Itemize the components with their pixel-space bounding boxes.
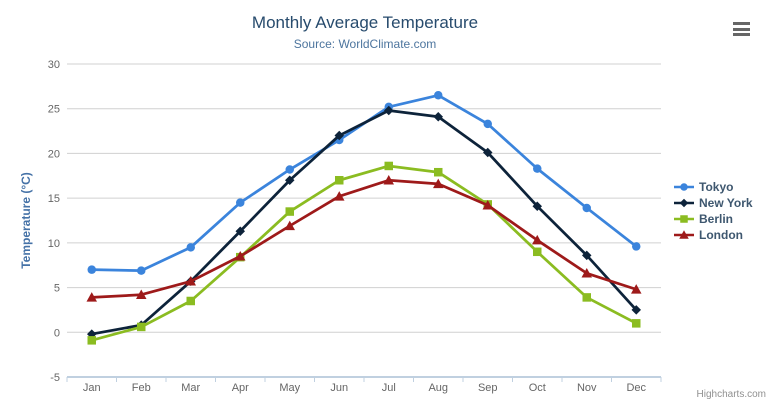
legend-label: New York [699,196,753,210]
menu-bar-icon [733,27,750,31]
menu-bar-icon [733,22,750,25]
legend-label: Berlin [699,212,734,226]
point-berlin-dec[interactable] [632,319,641,328]
legend-item-new-york[interactable]: New York [674,195,753,211]
y-tick-label: 20 [48,148,60,160]
legend-circle-glyph [680,183,688,191]
point-berlin-jul[interactable] [384,161,394,171]
legend-item-tokyo[interactable]: Tokyo [674,179,753,195]
line-london [91,178,637,299]
point-berlin-feb[interactable] [137,322,146,332]
point-new-york-aug[interactable] [433,112,444,122]
y-tick-label: -5 [50,372,60,384]
legend-item-london[interactable]: London [674,227,753,243]
x-tick-label: Jul [382,382,396,394]
point-tokyo-aug[interactable] [434,91,443,100]
x-tick-label: Dec [626,382,646,394]
legend-square-glyph [680,215,688,223]
series-tokyo[interactable] [87,91,641,275]
point-london-sep[interactable] [482,200,494,210]
point-tokyo-jan[interactable] [87,265,97,274]
point-new-york-sep[interactable] [483,147,493,158]
point-new-york-jul[interactable] [384,105,394,116]
point-new-york-nov[interactable] [582,250,592,261]
legend: Tokyo New York Berlin London [674,179,753,243]
point-berlin-aug[interactable] [434,167,443,177]
point-london-apr[interactable] [235,251,246,261]
point-london-jan[interactable] [86,292,98,302]
chart-subtitle: Source: WorldClimate.com [293,37,437,51]
point-tokyo-oct[interactable] [533,164,542,173]
point-tokyo-feb[interactable] [137,266,146,275]
x-tick-label: Feb [132,382,151,394]
x-tick-label: Jan [83,382,101,394]
point-london-aug[interactable] [433,178,444,189]
legend-circle-icon [674,183,694,191]
point-tokyo-apr[interactable] [236,198,245,207]
legend-triangle-icon [674,230,694,239]
y-tick-label: 30 [48,59,60,71]
point-london-nov[interactable] [581,268,593,278]
x-tick-label: May [279,382,300,394]
x-tick-label: Apr [232,382,249,394]
y-axis-title: Temperature (°C) [19,172,33,269]
legend-square-icon [674,215,694,223]
y-tick-label: 10 [48,238,60,250]
point-tokyo-nov[interactable] [582,203,592,213]
legend-label: London [699,228,743,242]
point-london-dec[interactable] [631,284,642,294]
legend-diamond-glyph [679,198,689,208]
point-london-feb[interactable] [136,289,147,299]
point-new-york-dec[interactable] [631,305,642,315]
point-berlin-jun[interactable] [335,176,344,185]
y-tick-label: 15 [48,193,60,205]
menu-bar-icon [733,33,750,36]
line-new-york [91,109,638,336]
line-berlin [91,164,637,342]
point-new-york-oct[interactable] [532,201,543,211]
point-tokyo-sep[interactable] [483,119,493,129]
x-tick-label: Nov [577,382,597,394]
legend-item-berlin[interactable]: Berlin [674,211,753,227]
point-berlin-jan[interactable] [87,336,97,345]
legend-triangle-glyph [679,230,689,239]
point-berlin-may[interactable] [285,207,295,216]
x-tick-label: Sep [478,382,498,394]
x-tick-label: Jun [330,382,348,394]
x-tick-label: Oct [529,382,546,394]
point-tokyo-may[interactable] [285,165,295,174]
point-new-york-jun[interactable] [334,130,345,141]
x-tick-label: Aug [428,382,448,394]
point-new-york-apr[interactable] [235,226,246,236]
point-london-jun[interactable] [334,191,345,201]
point-tokyo-dec[interactable] [632,242,641,251]
point-london-may[interactable] [284,220,296,231]
series-new-york[interactable] [87,105,642,339]
series-london[interactable] [86,175,642,302]
x-tick-label: Mar [181,382,200,394]
legend-label: Tokyo [699,180,734,194]
point-tokyo-mar[interactable] [186,243,196,252]
point-london-oct[interactable] [532,234,543,245]
y-tick-label: 0 [54,327,60,339]
point-london-jul[interactable] [383,175,395,185]
chart-title: Monthly Average Temperature [251,13,479,32]
y-tick-label: 25 [48,104,60,116]
point-berlin-oct[interactable] [533,247,542,257]
point-berlin-mar[interactable] [186,296,196,306]
point-new-york-may[interactable] [285,175,295,186]
point-berlin-nov[interactable] [582,293,592,302]
point-london-mar[interactable] [185,276,197,286]
legend-diamond-icon [674,198,694,208]
chart-context-menu-button[interactable] [733,22,750,36]
credits-link[interactable]: Highcharts.com [696,389,766,400]
y-tick-label: 5 [54,283,60,295]
